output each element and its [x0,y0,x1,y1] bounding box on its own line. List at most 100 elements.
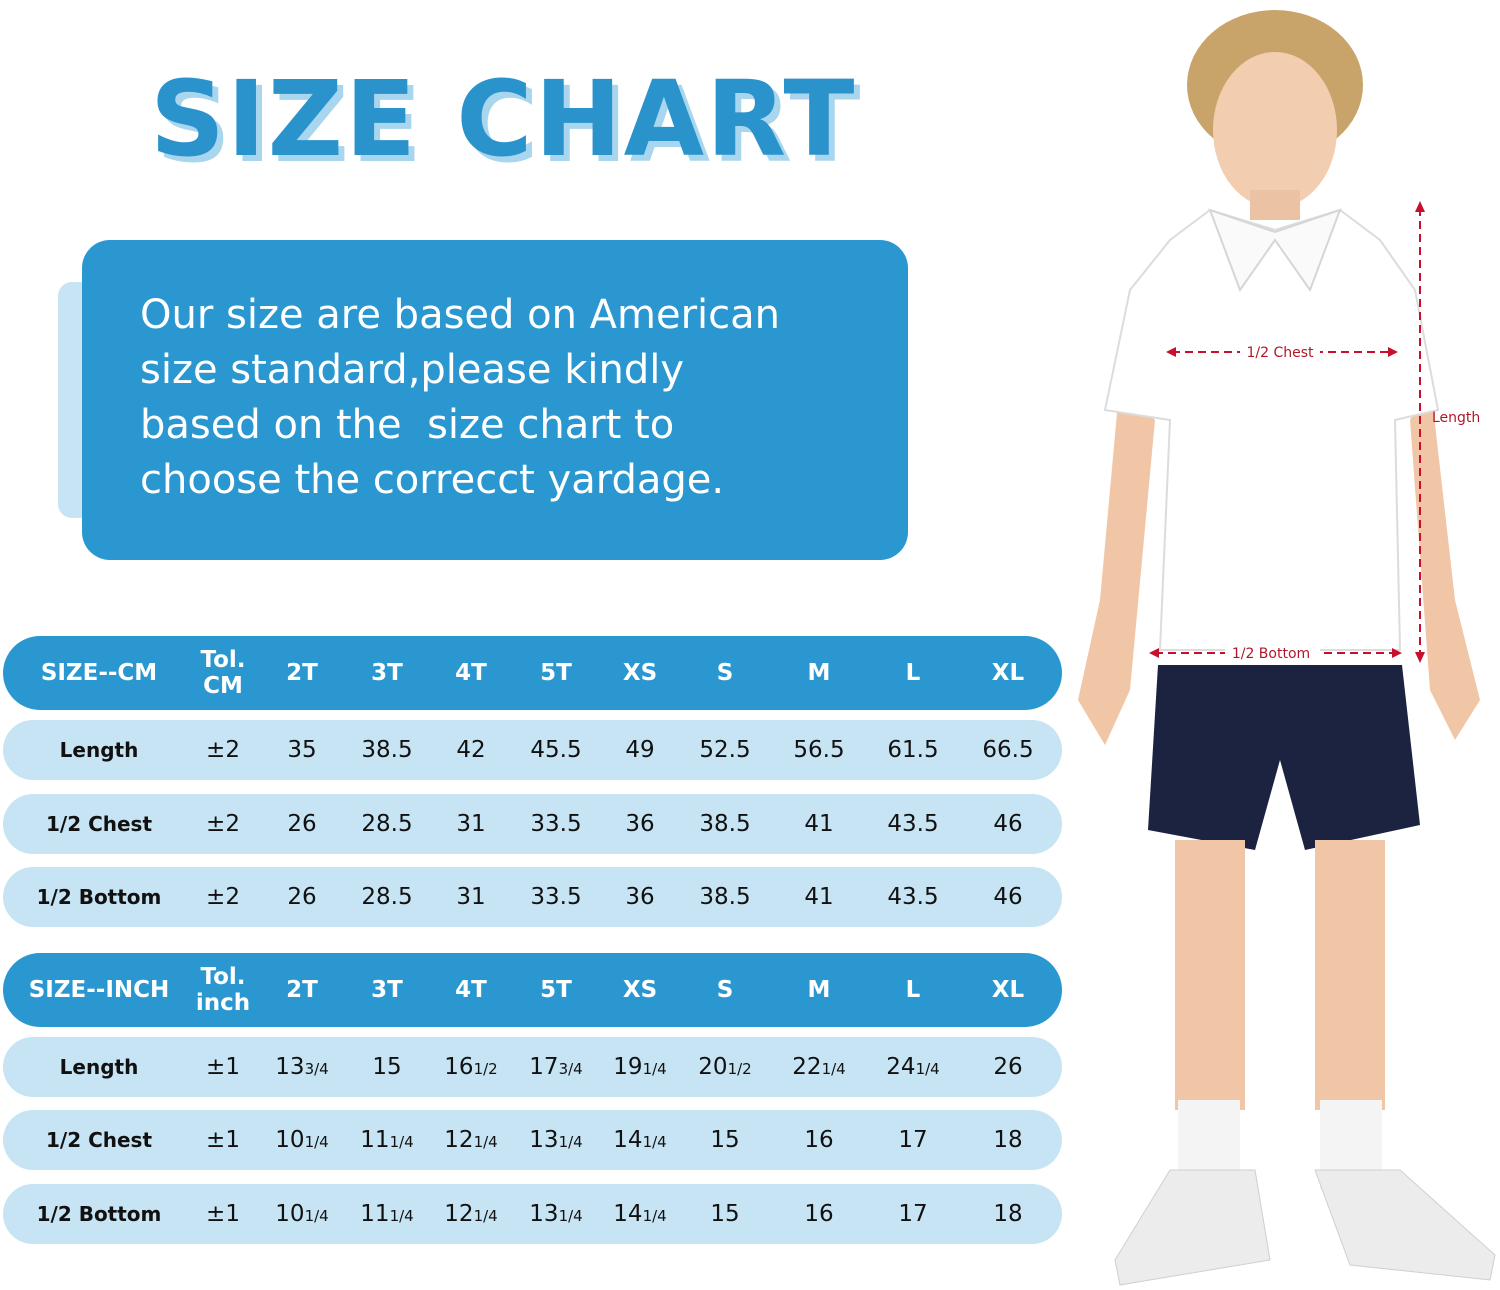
table-cell: 43.5 [887,811,939,837]
table-cell: 141/4 [613,1201,666,1227]
fraction: 1/2 [473,1060,498,1078]
table-cell: 16 [804,1127,834,1153]
table-row: Length ±1 133/4 15 161/2 173/4 191/4 201/2 221/4… [3,1037,1062,1097]
table-cell: ±2 [206,811,240,837]
length-label: Length [1432,410,1480,426]
info-line: Our size are based on American [140,292,781,338]
table-cell: 56.5 [793,737,845,763]
table-cell: 28.5 [361,884,413,910]
table-cell: 221/4 [792,1054,845,1080]
header-cell: Tol. inch [196,964,250,1016]
whole-number: 13 [275,1054,305,1080]
table-cell: 36 [625,811,655,837]
info-line: size standard,please kindly [140,347,685,393]
table-cell: ±2 [206,884,240,910]
right-shoe [1314,1169,1496,1281]
table-cell: 173/4 [529,1054,582,1080]
header-cell: M [807,977,831,1003]
whole-number: 19 [613,1054,643,1080]
table-cell: ±2 [206,737,240,763]
table-row: Length ±2 35 38.5 42 45.5 49 52.5 56.5 61.5 66.5 [3,720,1062,780]
fraction: 1/4 [304,1133,329,1151]
table-cell: 15 [710,1201,740,1227]
table-cell: 46 [993,884,1023,910]
arrow-icon [1392,648,1402,658]
header-cell: XS [622,660,658,686]
arrow-icon [1415,652,1425,663]
table-header-row: SIZE--CM Tol. CM 2T 3T 4T 5T XS S M L XL [3,636,1062,710]
page-title: SIZE CHART [150,58,857,180]
arrow-icon [1415,201,1425,212]
table-cell: 52.5 [699,737,751,763]
header-cell: 4T [455,660,487,686]
table-cell: 35 [287,737,317,763]
header-cell: XS [622,977,658,1003]
face [1213,52,1337,208]
arrow-icon [1149,648,1159,658]
table-cell: 38.5 [699,811,751,837]
shirt [1103,208,1440,651]
header-cell-line: Tol. [200,647,246,673]
table-cell: 33.5 [530,811,582,837]
table-cell: 26 [993,1054,1023,1080]
collar [1208,208,1342,293]
left-leg [1175,840,1245,1110]
table-cell: 101/4 [275,1127,328,1153]
table-cell: 49 [625,737,655,763]
fraction: 1/4 [389,1207,414,1225]
table-header-row: SIZE--INCH Tol. inch 2T 3T 4T 5T XS S M L XL [3,953,1062,1027]
header-cell: 2T [286,660,318,686]
table-cell: 17 [898,1201,928,1227]
table-cell: ±1 [206,1201,240,1227]
table-cell: 121/4 [444,1127,497,1153]
fraction: 1/4 [642,1060,667,1078]
table-cell: ±1 [206,1127,240,1153]
header-cell: Tol. CM [200,647,245,699]
info-line: choose the correcct yardage. [140,457,725,503]
table-cell: 15 [372,1054,402,1080]
table-cell: 161/2 [444,1054,497,1080]
whole-number: 17 [529,1054,559,1080]
header-cell-line: CM [203,673,243,699]
fraction: 1/2 [727,1060,752,1078]
info-text: Our size are based on American size stan… [140,288,780,508]
whole-number: 10 [275,1127,305,1153]
table-cell: 131/4 [529,1201,582,1227]
row-label: Length [59,738,139,762]
table-cell: 31 [456,884,486,910]
header-cell-line: Tol. [200,964,246,990]
table-cell: 131/4 [529,1127,582,1153]
whole-number: 12 [444,1201,474,1227]
table-cell: 133/4 [275,1054,328,1080]
header-cell: 4T [455,977,487,1003]
table-row: 1/2 Bottom ±1 101/4 111/4 121/4 131/4 141/4 15 1… [3,1184,1062,1244]
right-leg [1315,840,1385,1110]
table-cell: 28.5 [361,811,413,837]
row-label: Length [59,1055,139,1079]
header-cell: SIZE--INCH [28,977,170,1003]
header-cell-line: inch [195,990,251,1016]
table-cell: ±1 [206,1054,240,1080]
table-cell: 41 [804,811,834,837]
table-cell: 18 [993,1127,1023,1153]
table-cell: 191/4 [613,1054,666,1080]
header-cell: 2T [286,977,318,1003]
header-cell: 3T [371,660,403,686]
table-cell: 46 [993,811,1023,837]
table-cell: 101/4 [275,1201,328,1227]
table-cell: 121/4 [444,1201,497,1227]
table-cell: 17 [898,1127,928,1153]
table-cell: 31 [456,811,486,837]
table-row: 1/2 Chest ±1 101/4 111/4 121/4 131/4 141/4 15 16… [3,1110,1062,1170]
whole-number: 20 [698,1054,728,1080]
shorts [1148,665,1420,850]
whole-number: 12 [444,1127,474,1153]
table-cell: 61.5 [887,737,939,763]
arrow-icon [1388,347,1398,357]
arrow-icon [1166,347,1176,357]
info-box: Our size are based on American size stan… [82,240,908,560]
header-cell: M [807,660,831,686]
table-row: 1/2 Chest ±2 26 28.5 31 33.5 36 38.5 41 43.5 46 [3,794,1062,854]
table-cell: 41 [804,884,834,910]
fraction: 1/4 [304,1207,329,1225]
